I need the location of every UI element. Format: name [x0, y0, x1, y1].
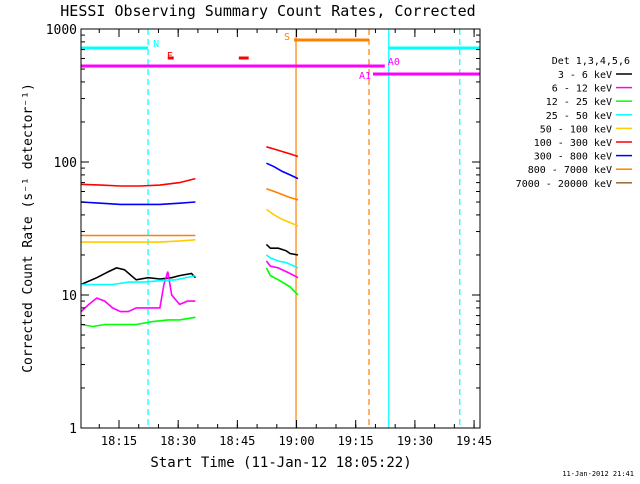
footer-timestamp: 11-Jan-2012 21:41 — [562, 470, 634, 478]
series-line-7-segment-2 — [266, 162, 299, 180]
series-line-5-segment-1 — [81, 239, 196, 243]
legend-label-7: 300 - 800 keV — [534, 152, 612, 163]
series-line-5-segment-2 — [265, 208, 299, 227]
series-line-3-segment-2 — [265, 267, 299, 296]
y-tick-label-4: 1000 — [46, 23, 77, 38]
state-label-a0: A0 — [388, 57, 400, 68]
series-line-4-segment-2 — [265, 254, 299, 269]
series-line-2-segment-1 — [80, 271, 196, 313]
x-tick-label-5: 19:15 — [338, 434, 374, 448]
series-line-6-segment-1 — [80, 177, 196, 187]
legend-label-4: 25 - 50 keV — [546, 111, 612, 122]
legend-label-2: 6 - 12 keV — [552, 84, 612, 95]
series-line-1-segment-1 — [80, 267, 196, 286]
state-label-a1: A1 — [359, 71, 371, 82]
legend-label-5: 50 - 100 keV — [540, 124, 612, 135]
y-tick-label-3: 100 — [54, 156, 77, 171]
legend-label-8: 800 - 7000 keV — [528, 165, 612, 176]
chart-title: HESSI Observing Summary Count Rates, Cor… — [60, 2, 475, 20]
y-tick-label-2: 10 — [61, 289, 77, 304]
series-line-1-segment-2 — [265, 243, 299, 256]
state-label-s: S — [284, 32, 290, 43]
x-tick-label-6: 19:30 — [397, 434, 433, 448]
series-line-4-segment-1 — [81, 274, 196, 286]
state-label-f: F — [167, 51, 173, 62]
legend-title: Det 1,3,4,5,6 — [552, 56, 630, 67]
plot-area: NF S A0 A1 18:15 18:30 18:45 19:00 19:15 19:30 19:… — [46, 23, 492, 448]
legend-label-1: 3 - 6 keV — [558, 70, 612, 81]
series-line-6-segment-2 — [266, 146, 299, 158]
series-line-7-segment-1 — [80, 201, 196, 206]
state-label-n: N — [153, 39, 159, 50]
x-tick-label-7: 19:45 — [456, 434, 492, 448]
y-tick-label-1: 1 — [69, 422, 77, 437]
x-tick-label-1: 18:15 — [101, 434, 137, 448]
y-axis-label: Corrected Count Rate (s⁻¹ detector⁻¹) — [21, 83, 36, 373]
x-axis-label: Start Time (11-Jan-12 18:05:22) — [150, 455, 411, 471]
x-tick-label-4: 19:00 — [278, 434, 314, 448]
plot-frame — [80, 28, 481, 429]
legend-label-3: 12 - 25 keV — [546, 97, 612, 108]
series-line-2-segment-2 — [265, 260, 299, 279]
series-line-8-segment-2 — [266, 187, 299, 201]
series-line-3-segment-1 — [80, 316, 196, 328]
legend-label-9: 7000 - 20000 keV — [516, 179, 612, 190]
x-tick-label-2: 18:30 — [160, 434, 196, 448]
legend: Det 1,3,4,5,6 3 - 6 keV 6 - 12 keV 12 - 25… — [516, 56, 632, 190]
x-tick-label-3: 18:45 — [219, 434, 255, 448]
legend-label-6: 100 - 300 keV — [534, 138, 612, 149]
